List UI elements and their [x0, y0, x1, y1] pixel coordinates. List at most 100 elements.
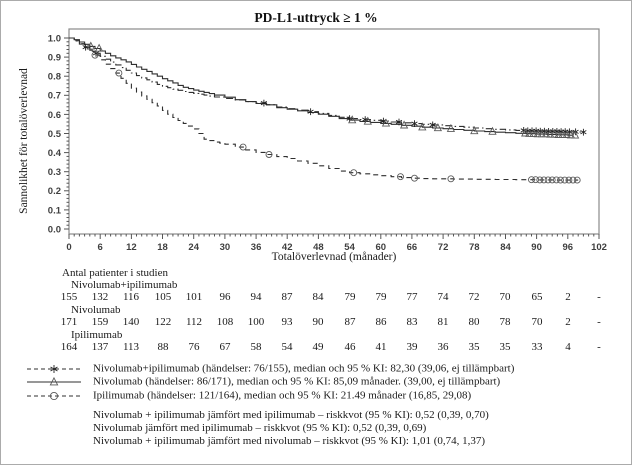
survival-plot: 0 6 12 18 24 30 36 42 48 54 60 66 72 78 84 90 96 1020.00.…: [48, 28, 607, 253]
legend-label: Nivolumab+ipilimumab (händelser: 76/155)…: [93, 362, 515, 375]
censor-mark-triangle: [533, 129, 542, 138]
risk-count: 76: [188, 341, 200, 353]
risk-count: 132: [91, 291, 109, 303]
svg-text:102: 102: [591, 242, 607, 253]
hazard-ratio-line-2: Nivolumab jämfört med ipilimumab – riskk…: [93, 422, 427, 434]
risk-count: 72: [468, 291, 480, 303]
censor-mark-circle: [528, 176, 535, 184]
censor-mark-circle: [561, 176, 569, 184]
x-axis-ticks: [68, 234, 600, 239]
svg-text:84: 84: [500, 242, 511, 253]
risk-count: 101: [185, 291, 203, 303]
censor-mark-asterisk: [50, 365, 58, 373]
risk-count: 2: [565, 316, 571, 328]
censor-mark-circle: [49, 391, 59, 401]
censor-mark-circle: [536, 176, 544, 184]
risk-count: 83: [406, 316, 418, 328]
y-axis-label: Sannolikhet för totalöverlevnad: [18, 68, 30, 214]
risk-count: 87: [281, 291, 293, 303]
risk-count: 84: [312, 291, 324, 303]
x-tick-labels: 0 6 12 18 24 30 36 42 48 54 60 66 72 78 84 90 96 102: [66, 242, 607, 253]
risk-counts-ipilimumab: 164 137 113 88 76 67 58 54 49 46 41 39 36 35 35 33 4 -: [1, 341, 631, 354]
censor-mark-triangle: [554, 129, 563, 138]
censor-mark-triangle: [546, 129, 555, 138]
svg-text:12: 12: [126, 242, 137, 253]
legend-key-solid-triangle: [27, 376, 81, 386]
censor-mark-circle: [397, 173, 404, 181]
x-axis-label: Totalöverlevnad (månader): [271, 251, 397, 263]
svg-text:6: 6: [98, 242, 103, 253]
risk-count: 159: [91, 316, 109, 328]
censor-mark-circle: [552, 176, 560, 184]
censor-mark-triangle: [381, 118, 391, 127]
censor-mark-asterisk: [411, 120, 418, 127]
censor-mark-asterisk: [429, 121, 436, 129]
risk-count: 122: [154, 316, 172, 328]
series-line-nivolumab: [69, 37, 574, 136]
risk-count: 58: [250, 341, 262, 353]
censor-mark-triangle: [537, 129, 546, 138]
censor-mark-triangle: [433, 123, 443, 132]
svg-text:18: 18: [157, 242, 168, 253]
censor-mark-triangle: [562, 129, 571, 138]
svg-text:54: 54: [344, 242, 355, 253]
censor-mark-asterisk: [395, 118, 403, 126]
risk-count: 65: [531, 291, 543, 303]
svg-text:30: 30: [220, 242, 231, 253]
risk-count: 4: [565, 341, 571, 353]
risk-count: 79: [375, 291, 387, 303]
censor-mark-triangle: [566, 130, 576, 139]
risk-count: 33: [531, 341, 543, 353]
censor-mark-circle: [91, 51, 99, 59]
risk-count: 94: [250, 291, 262, 303]
svg-text:0.5: 0.5: [48, 129, 62, 140]
censor-mark-circle: [239, 143, 247, 151]
risk-group-label-nivolumab-ipilimumab: Nivolumab+ipilimumab: [71, 279, 178, 291]
risk-count: 35: [468, 341, 480, 353]
svg-text:0.4: 0.4: [48, 148, 62, 159]
svg-text:24: 24: [188, 242, 199, 253]
svg-text:96: 96: [563, 242, 574, 253]
svg-text:90: 90: [531, 242, 542, 253]
risk-count: 39: [406, 341, 418, 353]
risk-count: 171: [60, 316, 78, 328]
legend-label: Ipilimumab (händelser: 121/164), median …: [93, 389, 472, 402]
risk-count: 77: [406, 291, 418, 303]
censor-mark-circle: [548, 176, 556, 184]
risk-count: 35: [499, 341, 511, 353]
risk-count: 49: [312, 341, 324, 353]
censor-mark-triangle: [550, 129, 559, 138]
y-axis-ticks: [64, 37, 69, 230]
hazard-ratio-line-3: Nivolumab + ipilimumab jämfört med nivol…: [93, 435, 486, 447]
censor-mark-circle: [532, 176, 540, 184]
svg-text:78: 78: [469, 242, 480, 253]
legend-key-dashdot-asterisk: [27, 365, 81, 373]
svg-text:0: 0: [66, 242, 71, 253]
risk-count: 46: [344, 341, 356, 353]
legend-label: Nivolumab (händelser: 86/171), median oc…: [93, 375, 501, 388]
risk-count: 79: [344, 291, 356, 303]
censor-mark-circle: [115, 69, 123, 77]
risk-counts-nivolumab-ipilimumab: 155 132 116 105 101 96 94 87 84 79 79 77 74 72 70 65 2 -: [1, 291, 631, 304]
risk-count: 100: [247, 316, 265, 328]
plot-frame: [68, 28, 600, 235]
svg-text:1.0: 1.0: [48, 33, 61, 44]
svg-text:72: 72: [438, 242, 449, 253]
risk-count: 78: [499, 316, 511, 328]
censor-mark-circle: [565, 176, 573, 184]
risk-count: -: [597, 341, 601, 353]
legend-item-nivolumab: Nivolumab (händelser: 86/171), median oc…: [25, 375, 500, 388]
risk-count: 105: [154, 291, 172, 303]
censor-mark-triangle: [541, 129, 551, 138]
svg-text:66: 66: [407, 242, 418, 253]
risk-count: 90: [312, 316, 324, 328]
risk-count: 81: [437, 316, 449, 328]
censor-mark-triangle: [363, 116, 372, 125]
risk-group-label-nivolumab: Nivolumab: [71, 304, 121, 316]
censor-mark-circle: [573, 176, 581, 184]
risk-count: 36: [437, 341, 449, 353]
risk-count: 108: [216, 316, 234, 328]
censor-mark-triangle: [86, 41, 95, 50]
svg-text:0.8: 0.8: [48, 72, 61, 83]
